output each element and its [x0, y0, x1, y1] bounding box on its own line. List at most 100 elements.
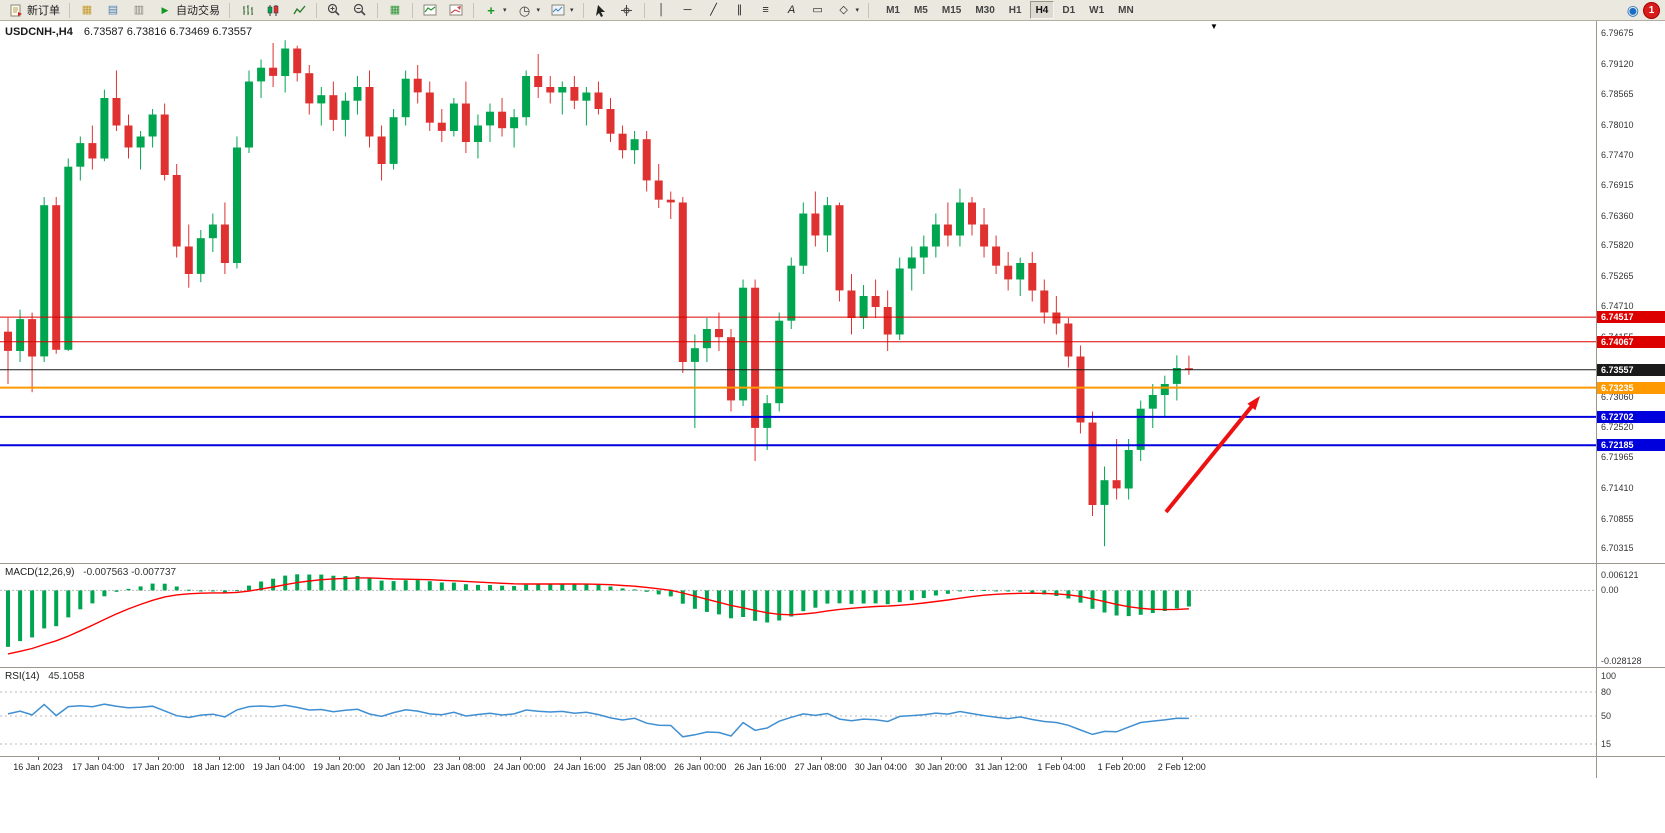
candle-body	[329, 95, 338, 120]
macd-histogram-bar	[500, 585, 505, 591]
ohlc-readout: 6.73587 6.73816 6.73469 6.73557	[83, 26, 253, 38]
objects-list-button[interactable]	[443, 1, 469, 20]
candle-body	[895, 268, 904, 335]
macd-histogram-bar	[560, 583, 565, 591]
data-window-button[interactable]: ▤	[100, 1, 126, 20]
macd-histogram-bar	[150, 583, 155, 591]
main-chart[interactable]: 16 Jan 2023 17 Jan 04:00 17 Jan 20:00 18 Ja…	[0, 21, 1596, 778]
price-pane[interactable]	[0, 21, 1596, 563]
fibonacci-icon: ≡	[762, 3, 769, 16]
time-axis-label-27-Jan-08-00: 27 Jan 08:00	[794, 762, 847, 772]
price-axis-label-6.79120: 6.79120	[1601, 58, 1634, 69]
candle-body	[365, 87, 374, 137]
tf-button-M15[interactable]: M15	[941, 4, 962, 16]
crosshair-button[interactable]	[614, 1, 640, 20]
candle-body	[522, 76, 531, 118]
autotrading-button[interactable]: ▶ 自动交易	[152, 1, 225, 20]
line-chart-button[interactable]	[286, 1, 312, 20]
zoom-in-button[interactable]	[321, 1, 347, 20]
candle-body	[1148, 395, 1157, 409]
text-button[interactable]: A	[779, 1, 805, 20]
new-order-button[interactable]: 新订单	[3, 1, 65, 20]
candle-body	[317, 95, 326, 104]
time-tick	[760, 757, 762, 760]
market-watch-button[interactable]: ▦	[74, 1, 100, 20]
indicators-icon	[422, 3, 438, 18]
vertical-line-button[interactable]: │	[649, 1, 675, 20]
tf-button-H4[interactable]: H4	[1029, 1, 1055, 19]
time-tick	[38, 757, 39, 760]
zoom-out-button[interactable]	[347, 1, 373, 20]
tile-windows-button[interactable]: ▦	[382, 1, 408, 20]
period-button[interactable]: ◷ ▾	[512, 1, 546, 20]
candle-body	[727, 337, 735, 401]
rsi-value: 45.1058	[48, 671, 85, 682]
price-axis[interactable]: 6.79675 6.79120 6.78565 6.78010 6.77470 6.769…	[1596, 21, 1665, 778]
candle-body	[775, 320, 784, 404]
navigator-button[interactable]: ▥	[126, 1, 152, 20]
macd-histogram-bar	[873, 590, 878, 604]
candle-body	[582, 92, 591, 101]
macd-pane-resize-handle[interactable]	[0, 563, 1665, 564]
price-badge-6.74517: 6.74517	[1597, 311, 1665, 324]
candle-body	[257, 67, 266, 82]
tf-button-H1[interactable]: H1	[1008, 4, 1022, 16]
macd-histogram-bar	[379, 580, 384, 591]
rsi-pane[interactable]	[0, 668, 1596, 756]
candle-body	[64, 166, 73, 350]
candle-body	[88, 143, 97, 159]
candle-body	[461, 103, 470, 142]
candle-body	[281, 48, 290, 76]
candle-body	[16, 319, 25, 351]
new-chart-button[interactable]: + ▾	[478, 1, 512, 20]
fibonacci-button[interactable]: ≡	[753, 1, 779, 20]
zoom-out-icon	[352, 3, 368, 18]
macd-pane[interactable]	[0, 564, 1596, 667]
macd-histogram-bar	[994, 590, 999, 592]
tf-button-MN[interactable]: MN	[1118, 4, 1134, 16]
shapes-button[interactable]: ◇ ▾	[831, 1, 865, 20]
time-axis[interactable]: 16 Jan 2023 17 Jan 04:00 17 Jan 20:00 18 Ja…	[0, 757, 1596, 778]
macd-histogram-bar	[958, 590, 962, 592]
cursor-button[interactable]	[588, 1, 614, 20]
tf-button-M30[interactable]: M30	[975, 4, 995, 16]
rsi-line	[7, 703, 1189, 738]
text-label-button[interactable]: ▭	[805, 1, 831, 20]
rsi-pane-resize-handle[interactable]	[0, 667, 1665, 668]
candle-body	[823, 205, 832, 236]
time-tick	[519, 757, 521, 760]
notification-badge[interactable]: 1	[1643, 2, 1660, 19]
horizontal-line-button[interactable]: ─	[675, 1, 701, 20]
chart-shift-marker[interactable]: ▼	[1210, 22, 1218, 31]
candle-body	[847, 290, 856, 318]
tf-button-M1[interactable]: M1	[886, 4, 900, 16]
macd-histogram-bar	[536, 584, 541, 591]
candlestick-chart-button[interactable]	[260, 1, 286, 20]
price-axis-label-6.76360: 6.76360	[1601, 210, 1634, 221]
tf-button-M5[interactable]: M5	[913, 4, 928, 16]
tf-button-W1[interactable]: W1	[1089, 4, 1105, 16]
price-axis-label-6.78565: 6.78565	[1601, 89, 1634, 100]
candle-body	[1136, 408, 1145, 450]
rsi-label: RSI(14) 45.1058	[5, 671, 84, 682]
macd-histogram-bar	[512, 586, 517, 591]
macd-histogram-bar	[126, 588, 131, 591]
trend-arrow-head[interactable]	[1247, 396, 1260, 411]
indicators-button[interactable]	[417, 1, 443, 20]
templates-button[interactable]: ▾	[545, 1, 579, 20]
trend-arrow-shaft[interactable]	[1164, 404, 1254, 514]
trendline-button[interactable]: ╱	[701, 1, 727, 20]
tf-button-D1[interactable]: D1	[1062, 4, 1076, 16]
macd-histogram-bar	[680, 590, 685, 604]
bar-chart-button[interactable]	[234, 1, 260, 20]
time-axis-label-17-Jan-20-00: 17 Jan 20:00	[132, 762, 185, 772]
candle-body	[630, 139, 639, 151]
macd-histogram-bar	[319, 574, 324, 591]
candle-body	[859, 296, 868, 318]
candle-body	[883, 307, 892, 335]
community-icon[interactable]: ◉	[1626, 2, 1639, 18]
autotrading-label: 自动交易	[176, 5, 220, 17]
channel-button[interactable]: ∥	[727, 1, 753, 20]
macd-histogram-bar	[307, 574, 312, 591]
candle-body	[1052, 312, 1061, 324]
